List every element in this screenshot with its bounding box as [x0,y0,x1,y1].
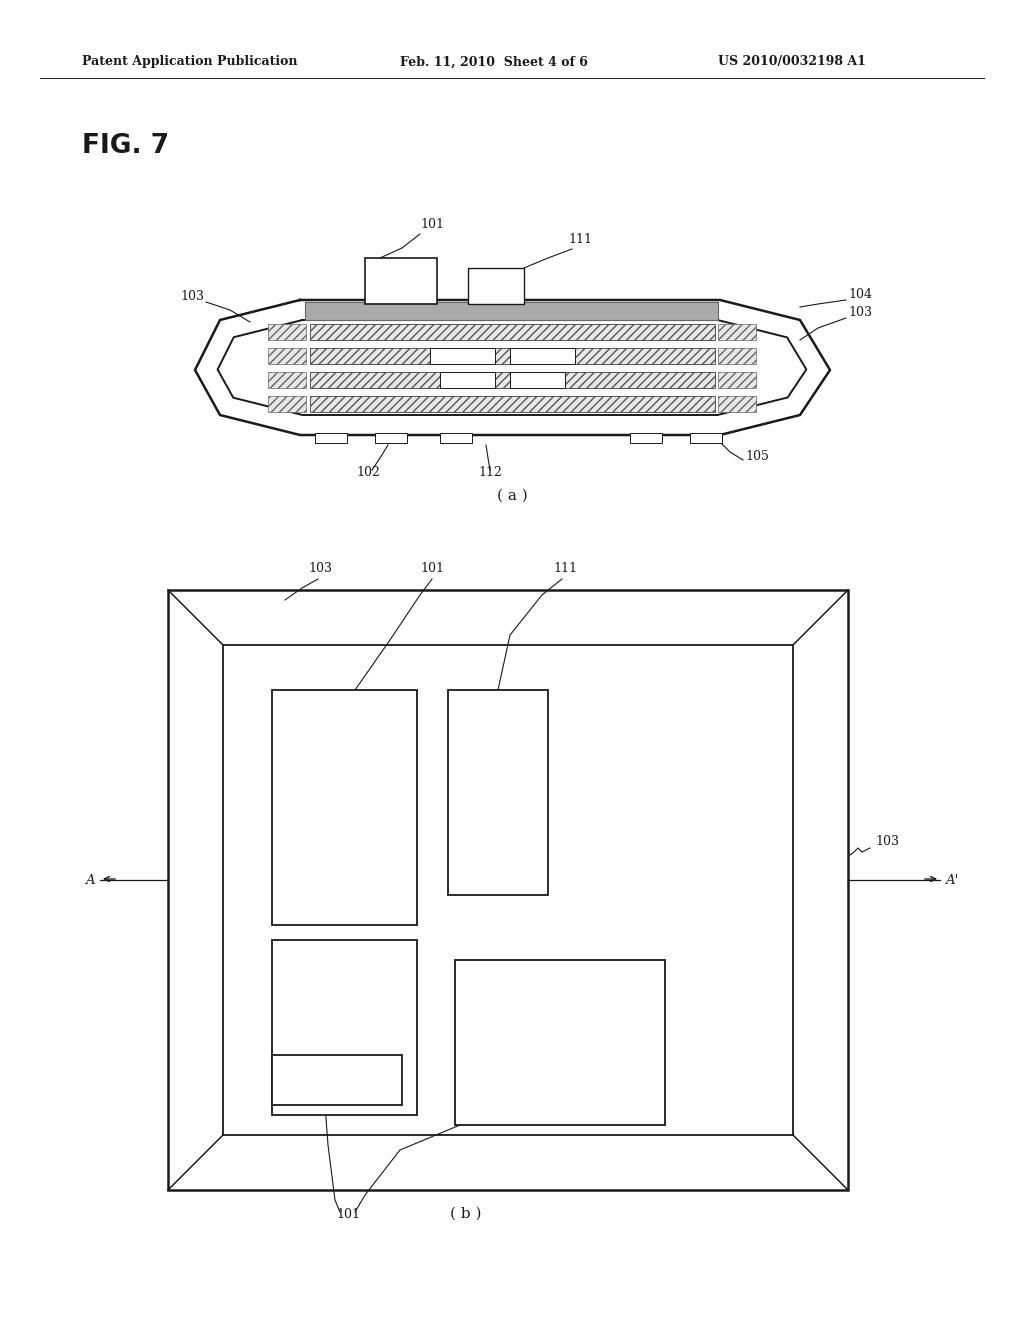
Text: ( b ): ( b ) [450,1206,481,1221]
Text: 101: 101 [336,1208,360,1221]
Text: 103: 103 [848,306,872,319]
Bar [310,323,715,341]
Bar [440,372,495,388]
Text: 102: 102 [356,466,380,479]
Bar [690,433,722,444]
Bar [268,348,306,364]
Bar [168,590,848,1191]
Text: 101: 101 [420,562,444,576]
Text: ( a ): ( a ) [497,488,527,503]
Text: 112: 112 [478,466,502,479]
Bar [718,396,756,412]
Bar [449,690,548,895]
Bar [718,348,756,364]
Text: FIG. 7: FIG. 7 [82,133,169,158]
Text: A': A' [945,874,958,887]
Bar [430,348,495,364]
Bar [272,690,417,925]
Bar [272,1055,402,1105]
Bar [272,940,417,1115]
Bar [455,960,665,1125]
Text: Patent Application Publication: Patent Application Publication [82,55,298,69]
Bar [718,323,756,341]
Bar [718,372,756,388]
Text: 111: 111 [568,234,592,246]
Text: US 2010/0032198 A1: US 2010/0032198 A1 [718,55,866,69]
Bar [365,257,437,304]
Bar [268,372,306,388]
Bar [630,433,662,444]
Text: Feb. 11, 2010  Sheet 4 of 6: Feb. 11, 2010 Sheet 4 of 6 [400,55,588,69]
Bar [510,348,575,364]
Bar [440,433,472,444]
Bar [310,348,715,364]
Text: 111: 111 [553,562,577,576]
Bar [310,372,715,388]
Bar [510,372,565,388]
Bar [310,396,715,412]
Bar [268,396,306,412]
Bar [305,302,718,319]
Bar [375,433,407,444]
Text: 103: 103 [874,836,899,847]
Text: 103: 103 [308,562,332,576]
Bar [223,645,793,1135]
Text: 104: 104 [848,288,872,301]
Bar [468,268,524,304]
Text: A: A [85,874,95,887]
Bar [315,433,347,444]
Text: 105: 105 [745,450,769,463]
Text: 101: 101 [420,218,444,231]
Text: 103: 103 [180,290,204,304]
Bar [268,323,306,341]
